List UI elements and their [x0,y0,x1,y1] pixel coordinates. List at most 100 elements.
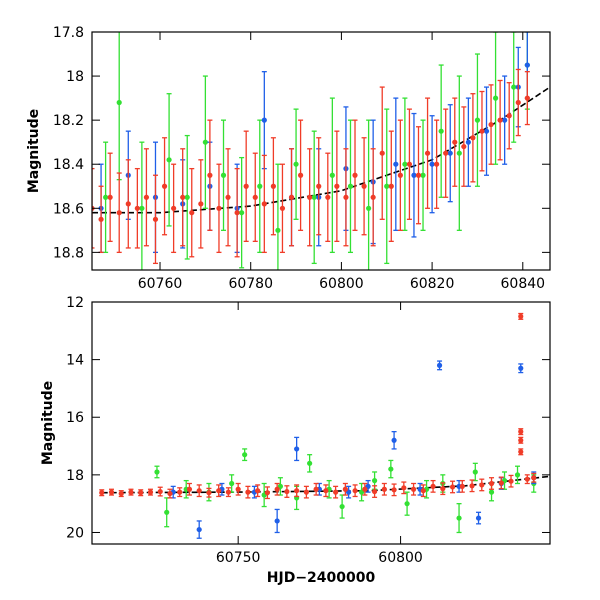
data-point [189,210,195,216]
data-point [370,194,376,200]
data-point [216,205,222,211]
data-point [361,183,367,189]
data-point [508,478,514,484]
data-point [518,365,524,371]
data-point [157,488,163,495]
data-point [379,150,385,156]
data-point [98,216,104,222]
data-point [206,490,212,496]
top-series-2 [98,32,530,254]
data-point [139,205,145,211]
data-point [128,489,134,495]
data-point [518,313,524,320]
data-point [245,489,251,495]
data-point [307,460,313,466]
data-point [116,99,122,106]
data-point [371,488,378,495]
top-series-3 [92,68,530,265]
data-point [329,172,335,178]
data-point [514,472,521,478]
data-point [393,161,399,167]
data-point [518,449,524,455]
top-panel: 60760 60780 60800 60820 60840 17.8 18 18.2 18.4 1… [26,25,551,292]
data-point [202,139,208,145]
data-point [252,194,258,200]
data-point [347,183,354,189]
data-point [469,483,475,489]
data-point [288,194,295,200]
data-point [164,509,170,515]
data-point [420,172,426,178]
data-point [381,486,387,492]
data-point [474,117,481,123]
data-point [518,437,524,443]
data-point [261,201,267,207]
data-point [524,62,530,68]
data-point [184,194,190,200]
data-point [456,150,462,156]
data-point [125,201,131,207]
data-point [479,128,485,134]
data-point [498,480,504,486]
bottom-y-tick-label: 20 [66,525,84,541]
data-point [440,486,446,492]
data-point [307,194,313,200]
data-point [497,117,503,123]
bottom-plot-frame [91,301,551,545]
data-point [239,210,245,216]
data-point [342,486,348,492]
data-point [303,489,309,495]
data-point [406,161,413,167]
data-point [436,362,443,368]
data-point [180,194,186,200]
data-point [502,117,508,123]
bottom-series-3 [99,312,537,500]
data-point [429,161,435,167]
data-point [384,183,390,189]
data-point [492,95,499,101]
data-point [371,478,378,484]
data-point [388,466,394,472]
data-point [196,526,202,533]
data-point [447,150,453,156]
data-point [488,480,495,487]
data-point [196,488,202,494]
data-point [472,469,478,475]
data-point [297,172,304,178]
top-y-axis-label: Magnitude [26,109,42,193]
top-series-1 [103,32,530,270]
top-plot-frame [91,31,551,271]
data-point [198,201,204,207]
data-point [506,113,512,119]
data-point [465,139,471,145]
data-point [284,488,290,495]
data-point [434,161,440,167]
data-point [483,128,490,134]
top-x-tick-label: 60840 [501,276,546,292]
data-point [531,475,537,481]
data-point [154,469,160,475]
data-point [323,488,329,494]
data-point [511,84,517,90]
data-point [261,117,267,123]
data-point [294,488,300,494]
data-point [449,484,456,490]
data-point [225,489,232,495]
data-point [461,143,467,150]
data-point [275,227,281,233]
data-point [225,194,231,200]
data-point [143,194,150,200]
data-point [470,135,476,141]
data-point [294,446,300,452]
bottom-y-axis-label: Magnitude [40,381,56,465]
bottom-panel: 60750 60800 12 14 16 18 20 Magnitude HJD−24000… [40,295,551,586]
data-point [147,489,154,495]
bottom-y-tick-label: 14 [66,353,84,369]
top-y-tick-label: 18.6 [53,201,84,217]
data-point [279,205,286,211]
data-point [404,501,410,507]
top-y-tick-label: 18.8 [53,245,84,261]
data-point [293,161,299,167]
data-point [274,518,280,524]
data-point [339,503,345,510]
